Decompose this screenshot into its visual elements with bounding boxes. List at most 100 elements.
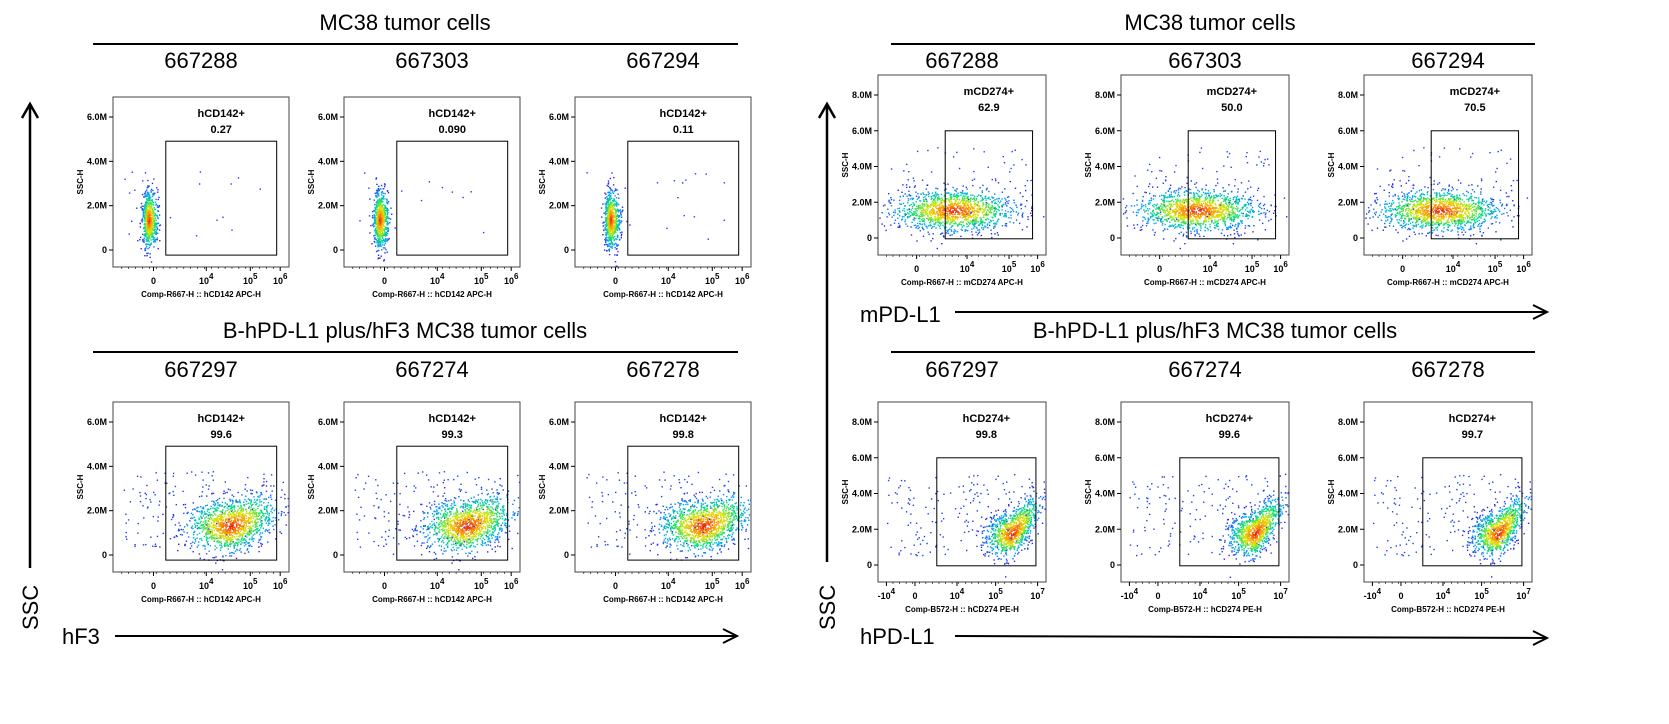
x-tick-label: 104 [1203,260,1218,274]
gate-percent: 62.9 [978,102,999,114]
y-tick-label: 0 [1110,560,1115,570]
x-tick-label: 0 [1400,264,1405,274]
x-axis-label: hPD-L1 [860,624,935,649]
x-tick-label: -104 [878,587,896,601]
y-tick-label: 6.0M [318,112,338,122]
plot-frame [574,96,752,268]
gate-label: hCD142+ [198,108,245,120]
x-axis-caption: Comp-B572-H :: hCD274 PE-H [1391,605,1505,614]
y-tick-label: 8.0M [852,417,872,427]
y-tick-label: 4.0M [87,461,107,471]
x-tick-label: 104 [430,577,445,591]
sample-id: 667303 [1168,48,1242,73]
sample-id: 667303 [395,48,469,73]
x-tick-label: 105 [1231,587,1246,601]
y-tick-label: 4.0M [87,156,107,166]
y-tick-label: 2.0M [1095,524,1115,534]
y-tick-label: 8.0M [1338,90,1358,100]
sample-id: 667274 [1168,357,1242,382]
x-tick-label: 106 [1516,260,1531,274]
x-tick-label: 0 [1155,591,1160,601]
y-tick-label: 8.0M [1338,417,1358,427]
gate-label: mCD274+ [1450,86,1500,98]
x-tick-label: 104 [950,587,965,601]
y-tick-label: 6.0M [1095,453,1115,463]
x-tick-label: 107 [1273,587,1288,601]
gate-rectangle [627,445,740,561]
plot-frame [112,401,290,573]
y-tick-label: 2.0M [852,197,872,207]
x-tick-label: 105 [705,272,720,286]
gate-label: hCD142+ [198,413,245,425]
y-axis-title: SSC-H [538,474,547,499]
x-axis-caption: Comp-R667-H :: hCD142 APC-H [372,595,492,604]
gate-label: hCD274+ [1449,413,1496,425]
x-tick-label: 104 [199,577,214,591]
sample-id: 667297 [164,357,238,382]
x-axis-caption: Comp-R667-H :: hCD142 APC-H [603,595,723,604]
x-tick-label: 106 [1273,260,1288,274]
gate-percent: 99.8 [976,429,997,441]
x-tick-label: 105 [1474,587,1489,601]
event-scatter [354,471,521,571]
flow-plot-svg: 6.0M 4.0M 2.0M 0 SSC-H 0 104 105 106 Comp-R667-H … [307,96,521,299]
x-tick-label: 105 [243,577,258,591]
y-tick-label: 0 [102,550,107,560]
flow-plot-svg: 8.0M 6.0M 4.0M 2.0M 0 SSC-H -104 0 104 105 107 Comp… [1327,401,1533,614]
y-tick-label: 8.0M [1095,90,1115,100]
plot-frame [877,401,1047,583]
x-tick-label: 106 [273,272,288,286]
gate-rectangle [1187,130,1277,240]
gate-label: hCD142+ [429,108,476,120]
gate-percent: 99.7 [1462,429,1483,441]
y-axis-title: SSC-H [1084,152,1093,177]
y-tick-label: 6.0M [1095,126,1115,136]
y-tick-label: 4.0M [549,156,569,166]
y-axis-title: SSC-H [1084,479,1093,504]
ssc-arrow [20,101,40,568]
x-tick-label: 0 [1398,591,1403,601]
gate-label: hCD274+ [963,413,1010,425]
event-scatter [879,147,1045,250]
x-tick-label: 106 [1030,260,1045,274]
row-divider [891,43,1535,45]
gate-percent: 70.5 [1464,102,1485,114]
y-axis-title: SSC-H [307,169,316,194]
x-tick-label: 0 [914,264,919,274]
x-tick-label: 0 [613,276,618,286]
y-tick-label: 0 [102,245,107,255]
y-tick-label: 2.0M [318,201,338,211]
gate-rectangle [627,140,740,256]
gate-percent: 99.8 [673,429,694,441]
gate-label: mCD274+ [1207,86,1257,98]
event-scatter [586,172,726,268]
y-tick-label: 6.0M [87,112,107,122]
x-tick-label: 106 [504,272,519,286]
y-tick-label: 6.0M [1338,453,1358,463]
y-axis-title: SSC-H [538,169,547,194]
plot-frame [343,401,521,573]
y-tick-label: 6.0M [852,453,872,463]
flow-plot-svg: 6.0M 4.0M 2.0M 0 SSC-H 0 104 105 106 Comp-R667-H … [76,401,290,604]
x-tick-label: 106 [504,577,519,591]
flow-plot-svg: 8.0M 6.0M 4.0M 2.0M 0 SSC-H 0 104 105 106 Comp-R66… [841,74,1047,287]
x-tick-label: 105 [988,587,1003,601]
x-axis-caption: Comp-B572-H :: hCD274 PE-H [1148,605,1262,614]
y-axis-title: SSC-H [1327,152,1336,177]
gate-percent: 0.27 [211,124,232,136]
y-tick-label: 0 [1353,233,1358,243]
plot-frame [877,74,1047,256]
sample-id: 667278 [1411,357,1485,382]
x-tick-label: 0 [613,581,618,591]
flow-plot-svg: 8.0M 6.0M 4.0M 2.0M 0 SSC-H -104 0 104 105 107 Comp… [1084,401,1290,614]
plot-frame [112,96,290,268]
x-axis-caption: Comp-R667-H :: hCD142 APC-H [603,290,723,299]
row-title: B-hPD-L1 plus/hF3 MC38 tumor cells [1032,318,1398,343]
y-axis-title: SSC-H [841,152,850,177]
mid-axis-label: mPD-L1 [860,302,941,327]
y-tick-label: 6.0M [318,417,338,427]
x-tick-label: 107 [1516,587,1531,601]
y-tick-label: 2.0M [1095,197,1115,207]
x-tick-label: 0 [382,276,387,286]
gate-percent: 99.6 [211,429,232,441]
